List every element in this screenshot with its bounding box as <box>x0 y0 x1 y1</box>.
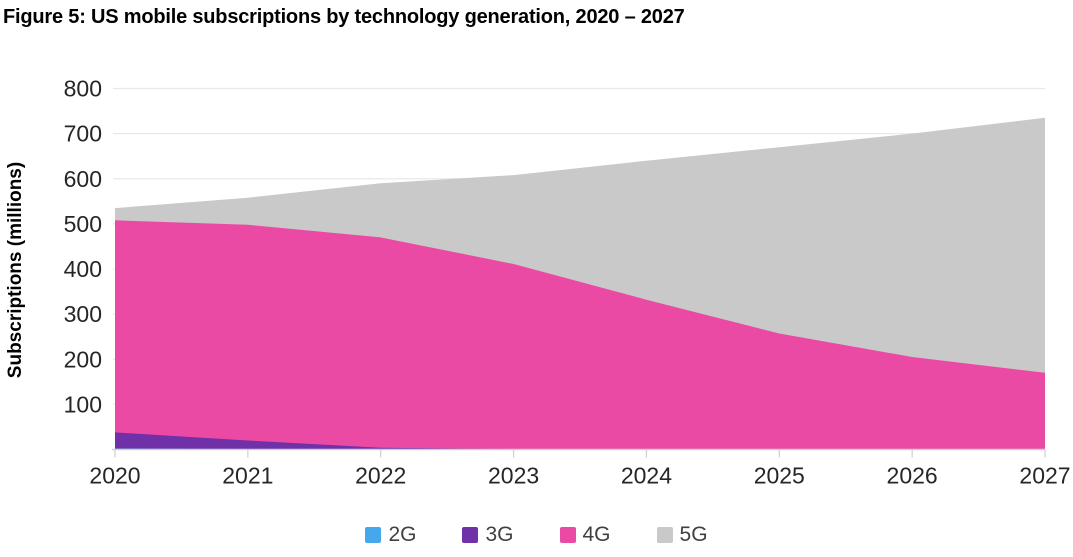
y-tick-label: 300 <box>64 301 102 327</box>
x-tick-label: 2025 <box>754 463 805 489</box>
x-tick-label: 2027 <box>1019 463 1070 489</box>
legend-label-3g: 3G <box>485 523 514 546</box>
legend-item-2g: 2G <box>365 524 416 545</box>
x-tick-label: 2026 <box>887 463 938 489</box>
y-tick-label: 100 <box>64 391 102 417</box>
x-tick-label: 2024 <box>621 463 672 489</box>
legend-swatch-4g-icon <box>559 526 576 543</box>
figure-title: Figure 5: US mobile subscriptions by tec… <box>3 6 685 28</box>
x-tick-label: 2023 <box>488 463 539 489</box>
legend-swatch-2g-icon <box>365 526 382 543</box>
x-tick-label: 2022 <box>355 463 406 489</box>
legend-item-4g: 4G <box>559 523 611 546</box>
legend-item-3g: 3G <box>462 523 514 546</box>
legend-item-5g: 5G <box>656 523 708 546</box>
area-3g <box>115 432 1045 450</box>
y-tick-label: 700 <box>64 121 102 147</box>
legend-label-2g: 2G <box>388 523 417 546</box>
area-4g <box>115 220 1045 450</box>
x-tick-label: 2021 <box>222 463 273 489</box>
legend: 2G 3G 4G 5G <box>0 524 1073 545</box>
legend-swatch-3g-icon <box>462 526 479 543</box>
legend-swatch-5g-icon <box>656 526 673 543</box>
legend-label-5g: 5G <box>679 523 708 546</box>
y-tick-label: 800 <box>64 76 102 102</box>
y-tick-label: 400 <box>64 256 102 282</box>
y-tick-label: 600 <box>64 166 102 192</box>
y-tick-label: 200 <box>64 346 102 372</box>
legend-label-4g: 4G <box>582 523 611 546</box>
y-tick-label: 500 <box>64 211 102 237</box>
x-tick-label: 2020 <box>89 463 140 489</box>
